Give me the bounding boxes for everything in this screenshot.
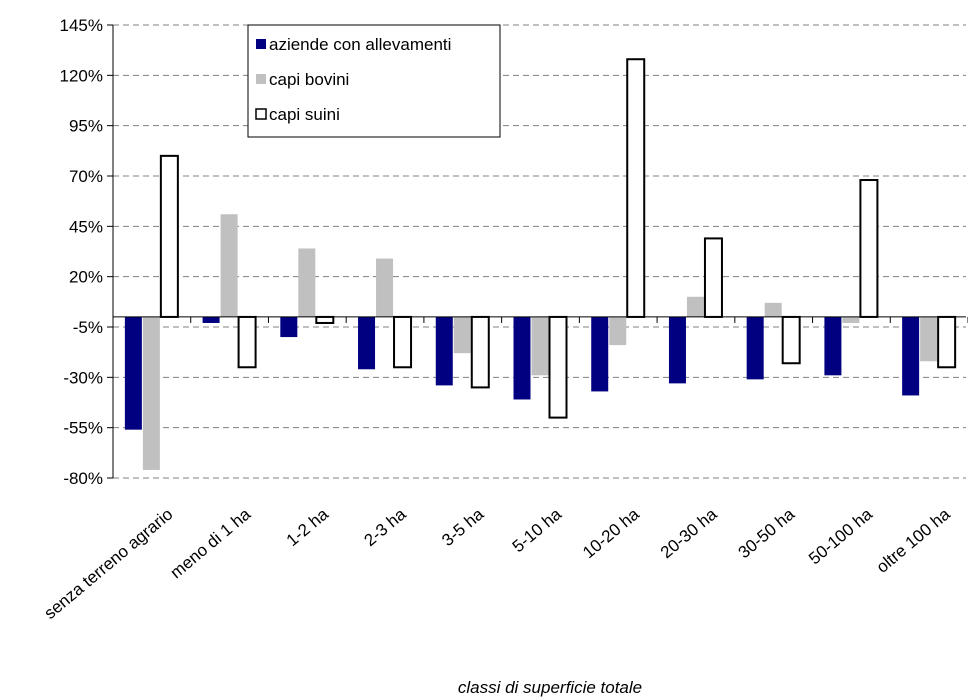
x-axis-title: classi di superficie totale	[458, 678, 642, 697]
bar-suini-10	[937, 315, 957, 369]
bar-bovini-5	[531, 316, 549, 376]
bar-aziende-7	[668, 316, 686, 384]
y-tick-label: 145%	[60, 16, 103, 35]
legend-swatch-aziende	[256, 39, 266, 49]
bar-aziende-9	[824, 316, 842, 376]
bar-bovini-3	[376, 258, 394, 317]
bar-aziende-5	[513, 316, 531, 400]
bar-aziende-1	[202, 316, 220, 323]
bar-aziende-0	[124, 316, 142, 430]
x-tick-label: 1-2 ha	[283, 504, 333, 550]
bar-suini-0	[159, 154, 179, 318]
y-tick-label: 120%	[60, 66, 103, 85]
bar-bovini-4	[453, 316, 471, 354]
bar-aziende-10	[902, 316, 920, 396]
bar-bovini-1	[220, 214, 238, 317]
bar-bovini-7	[686, 296, 704, 317]
y-tick-label: -30%	[63, 368, 103, 387]
bar-suini-1	[237, 315, 257, 369]
bar-aziende-4	[435, 316, 453, 386]
legend-label-bovini: capi bovini	[269, 70, 349, 89]
gridlines	[113, 24, 966, 479]
x-tick-label: 5-10 ha	[509, 504, 566, 556]
x-tick-label: senza terreno agrario	[40, 505, 176, 623]
legend-label-aziende: aziende con allevamenti	[269, 35, 451, 54]
y-tick-label: 95%	[69, 117, 103, 136]
x-tick-label: meno di 1 ha	[167, 504, 255, 582]
bar-suini-9	[859, 179, 879, 318]
bar-suini-8	[781, 315, 801, 365]
x-tick-label: 50-100 ha	[805, 504, 876, 568]
bar-suini-4	[470, 315, 490, 389]
legend: aziende con allevamenti capi bovini capi…	[247, 24, 501, 138]
x-tick-label: 30-50 ha	[735, 504, 799, 562]
y-tick-labels: 145% 120% 95% 70% 45% 20% -5% -30% -55% -80%	[60, 16, 103, 488]
legend-box	[247, 24, 501, 138]
legend-swatch-bovini	[256, 74, 266, 84]
x-tick-label: 2-3 ha	[360, 504, 410, 550]
x-tick-label: 20-30 ha	[657, 504, 721, 562]
bar-aziende-3	[358, 316, 376, 370]
bar-bovini-8	[764, 302, 782, 317]
bar-aziende-2	[280, 316, 298, 338]
legend-swatch-suini	[255, 108, 267, 120]
bar-aziende-8	[746, 316, 764, 380]
x-tick-label: oltre 100 ha	[873, 504, 954, 577]
y-tick-label: -80%	[63, 469, 103, 488]
x-tick-label: 10-20 ha	[579, 504, 643, 562]
bar-suini-6	[626, 58, 646, 318]
y-tick-label: 20%	[69, 268, 103, 287]
y-tick-label: 70%	[69, 167, 103, 186]
bar-bovini-10	[920, 316, 938, 362]
bar-bovini-0	[142, 316, 160, 470]
bar-bovini-6	[609, 316, 627, 346]
bar-bovini-9	[842, 316, 860, 323]
x-tick-label: 3-5 ha	[438, 504, 488, 550]
bar-bovini-2	[298, 248, 316, 317]
bar-aziende-6	[591, 316, 609, 392]
legend-label-suini: capi suini	[269, 105, 340, 124]
y-tick-label: -55%	[63, 419, 103, 438]
bar-suini-5	[548, 315, 568, 419]
bar-suini-2	[315, 315, 335, 324]
axes	[107, 24, 968, 479]
bar-suini-7	[703, 237, 723, 318]
y-tick-label: -5%	[73, 318, 103, 337]
y-tick-label: 45%	[69, 217, 103, 236]
bar-suini-3	[393, 315, 413, 369]
